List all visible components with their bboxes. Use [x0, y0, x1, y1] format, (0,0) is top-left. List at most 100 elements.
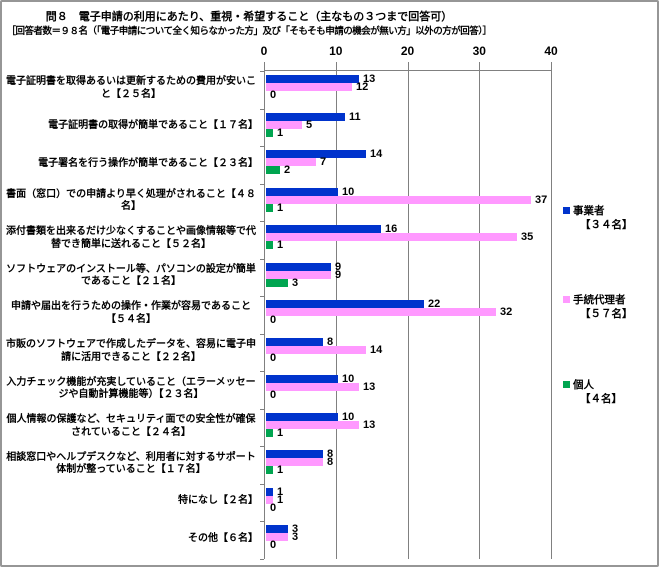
category-label: 個人情報の保護など、セキュリティ面での安全性が確保されていること【２４名】	[6, 414, 256, 438]
bar-segment	[266, 308, 496, 316]
bar-segment	[266, 429, 273, 437]
bar-segment	[266, 488, 273, 496]
value-label: 8	[327, 456, 334, 468]
axis-tick-label: 40	[544, 44, 558, 58]
category-label: 相談窓口やヘルプデスクなど、利用者に対するサポート体制が整っていること【１７名】	[6, 451, 256, 476]
category-label-row: 特になし【２名】	[4, 483, 258, 521]
category-label-row: 相談窓口やヘルプデスクなど、利用者に対するサポート体制が整っていること【１７名】	[4, 445, 258, 483]
category-label-row: 電子証明書を取得あるいは更新するための費用が安いこと【２５名】	[4, 70, 258, 108]
bar-segment	[266, 375, 338, 383]
value-label: 5	[306, 119, 313, 131]
bar-segment	[266, 466, 273, 474]
category-axis-tick	[260, 371, 264, 372]
value-label: 1	[277, 464, 284, 476]
value-label: 0	[270, 352, 277, 364]
value-label: 0	[270, 502, 277, 514]
value-label: 0	[270, 89, 277, 101]
axis-tick-label: 0	[260, 44, 268, 58]
legend-series-count: 【５７名】	[580, 308, 633, 320]
bar-segment	[266, 233, 517, 241]
value-label: 3	[292, 277, 299, 289]
value-label: 16	[385, 223, 398, 235]
value-label: 9	[335, 261, 342, 273]
value-label: 22	[428, 298, 441, 310]
bar-segment	[266, 75, 359, 83]
value-label: 35	[521, 231, 534, 243]
category-axis-tick	[260, 409, 264, 410]
category-label: 添付書類を出来るだけ少なくすることや画像情報等で代替でき簡単に送れること【５２名…	[6, 226, 256, 250]
value-label: 1	[277, 427, 284, 439]
value-label: 0	[270, 539, 277, 551]
legend-item: 手続代理者【５７名】	[563, 293, 633, 321]
bar-segment	[266, 196, 531, 204]
axis-tick-mark	[551, 62, 552, 70]
value-label: 1	[277, 494, 284, 506]
bar-segment	[266, 413, 338, 421]
legend-item: 事業者 【３４名】	[563, 204, 633, 232]
category-label-row: 市販のソフトウェアで作成したデータを、容易に電子申請に活用できること【２２名】	[4, 333, 258, 371]
category-axis-tick	[260, 109, 264, 110]
value-label: 8	[327, 336, 334, 348]
bar-segment	[266, 129, 273, 137]
gridline	[551, 71, 552, 559]
category-label: 電子証明書の取得が簡単であること【１７名】	[48, 120, 258, 132]
category-label-row: 個人情報の保護など、セキュリティ面での安全性が確保されていること【２４名】	[4, 408, 258, 446]
bar-segment	[266, 204, 273, 212]
value-label: 10	[342, 373, 355, 385]
legend-series-name: 手続代理者	[573, 294, 626, 306]
value-label: 1	[277, 202, 284, 214]
category-label: 電子署名を行う操作が簡単であること【２３名】	[38, 157, 258, 169]
value-label: 12	[356, 81, 369, 93]
category-label: 市販のソフトウェアで作成したデータを、容易に電子申請に活用できること【２２名】	[6, 339, 256, 363]
category-label: ソフトウェアのインストール等、パソコンの設定が簡単であること【２１名】	[6, 263, 256, 288]
value-label: 13	[363, 381, 376, 393]
category-axis-tick	[260, 521, 264, 522]
bar-segment	[266, 241, 273, 249]
category-label: 書面（窓口）での申請より早く処理がされること【４８名】	[6, 188, 256, 213]
bar-segment	[266, 496, 273, 504]
value-label: 10	[342, 186, 355, 198]
value-label: 2	[284, 164, 291, 176]
category-label: 電子証明書を取得あるいは更新するための費用が安いこと【２５名】	[6, 76, 256, 100]
bar-segment	[266, 279, 288, 287]
value-label: 32	[500, 306, 513, 318]
legend-text: 事業者 【３４名】	[573, 204, 633, 232]
value-label: 8	[327, 448, 334, 460]
category-axis-tick	[260, 184, 264, 185]
bar-segment	[266, 188, 338, 196]
bar-segment	[266, 263, 331, 271]
category-label-row: その他【６名】	[4, 520, 258, 558]
category-label-row: 電子証明書の取得が簡単であること【１７名】	[4, 108, 258, 146]
legend-series-name: 事業者	[573, 205, 605, 217]
category-label: 入力チェック機能が充実していること（エラーメッセージや自動計算機能等）【２３名】	[6, 376, 256, 401]
category-label-row: 電子署名を行う操作が簡単であること【２３名】	[4, 145, 258, 183]
category-axis-tick	[260, 259, 264, 260]
bar-segment	[266, 338, 323, 346]
value-label: 11	[349, 111, 361, 123]
legend-swatch-icon	[563, 296, 570, 303]
value-label: 1	[277, 127, 284, 139]
category-label-row: ソフトウェアのインストール等、パソコンの設定が簡単であること【２１名】	[4, 258, 258, 296]
category-axis-tick	[260, 71, 264, 72]
axis-tick-label: 30	[472, 44, 486, 58]
legend-series-name: 個人	[573, 379, 594, 391]
value-label: 3	[292, 523, 299, 535]
value-label: 13	[363, 73, 376, 85]
bar-segment	[266, 533, 288, 541]
bar-segment	[266, 83, 352, 91]
bar-segment	[266, 158, 316, 166]
category-label: 特になし【２名】	[178, 495, 258, 507]
value-label: 0	[270, 389, 277, 401]
category-axis-labels: 電子証明書を取得あるいは更新するための費用が安いこと【２５名】電子証明書の取得が…	[4, 70, 258, 558]
bar-segment	[266, 383, 359, 391]
value-label: 37	[535, 194, 548, 206]
chart-subtitle: ［回答者数＝９８名（「電子申請について全く知らなかった方」及び「そもそも申請の機…	[6, 26, 492, 37]
category-label-row: 添付書類を出来るだけ少なくすることや画像情報等で代替でき簡単に送れること【５２名…	[4, 220, 258, 258]
value-label: 13	[363, 419, 376, 431]
plot-area: 13 12 0 11 5 1 14 7 2 10 37 1 16 35 1 9 9 3 22 32 0 8 14 0 10 13 0…	[260, 70, 552, 560]
category-label: 申請や届出を行うための操作・作業が容易であること【５４名】	[11, 301, 251, 325]
bar-segment	[266, 271, 331, 279]
legend-swatch-icon	[563, 381, 570, 388]
category-label: その他【６名】	[188, 532, 258, 544]
